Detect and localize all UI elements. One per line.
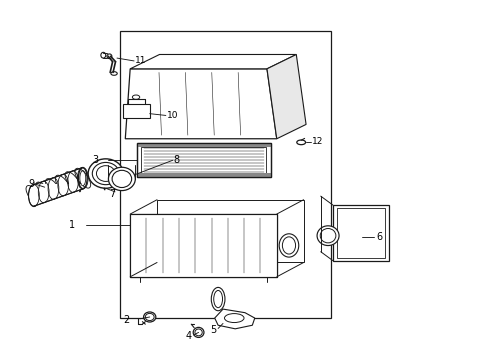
Polygon shape: [130, 54, 296, 69]
Ellipse shape: [297, 140, 306, 145]
Ellipse shape: [211, 287, 225, 311]
Ellipse shape: [144, 312, 156, 322]
Bar: [130, 214, 277, 277]
Text: 12: 12: [313, 138, 324, 147]
Ellipse shape: [101, 52, 106, 58]
Polygon shape: [333, 205, 389, 261]
Bar: [157, 200, 304, 262]
Ellipse shape: [108, 167, 135, 190]
Text: 10: 10: [167, 111, 178, 120]
Text: 9: 9: [28, 179, 34, 189]
Polygon shape: [215, 309, 255, 329]
Ellipse shape: [193, 327, 204, 337]
Bar: [142, 147, 266, 174]
Ellipse shape: [279, 234, 299, 257]
Text: 5: 5: [210, 325, 217, 335]
Bar: [137, 143, 271, 177]
Ellipse shape: [28, 184, 39, 207]
Text: 8: 8: [173, 155, 180, 165]
Bar: [123, 104, 150, 118]
Bar: [130, 214, 277, 277]
Ellipse shape: [132, 95, 140, 99]
Bar: [337, 208, 385, 258]
Text: 2: 2: [123, 315, 130, 325]
Text: 3: 3: [92, 155, 98, 165]
Bar: [137, 173, 271, 177]
Ellipse shape: [317, 226, 339, 246]
Bar: [130, 214, 277, 277]
Bar: [137, 143, 271, 177]
Bar: [34, 184, 83, 206]
Ellipse shape: [88, 159, 123, 188]
Polygon shape: [267, 54, 306, 139]
Text: 4: 4: [186, 331, 192, 341]
Text: 6: 6: [376, 232, 382, 242]
Text: 1: 1: [69, 220, 74, 230]
Text: 7: 7: [109, 189, 115, 199]
Bar: [137, 143, 271, 147]
Bar: [121, 31, 331, 318]
Polygon shape: [125, 69, 277, 139]
Ellipse shape: [26, 185, 42, 205]
Text: 11: 11: [135, 57, 147, 66]
